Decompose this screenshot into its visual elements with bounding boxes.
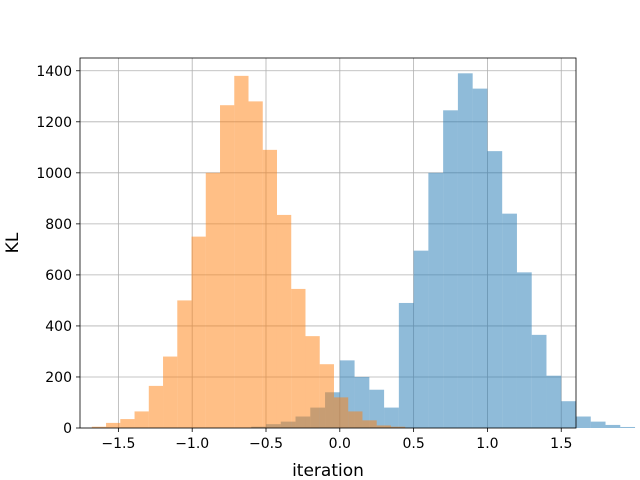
histogram-bar-series-2 — [376, 425, 391, 428]
x-tick-label: 0.5 — [402, 436, 424, 452]
histogram-bar-series-2 — [91, 426, 107, 428]
histogram-bar-series-1 — [472, 88, 488, 428]
x-axis-label: iteration — [292, 461, 364, 480]
plot-area-frame — [79, 57, 577, 429]
histogram-bar-series-2 — [291, 288, 306, 428]
histogram-bar-series-2 — [191, 236, 206, 428]
histogram-bar-series-1 — [576, 416, 591, 428]
axis-ticks: −1.5 −1.0 −0.5 0.0 0.5 1.0 1.5 0 200 400 600 800 100… — [36, 64, 572, 452]
histogram-bar-series-1 — [561, 401, 576, 428]
histogram-bar-series-1 — [590, 421, 606, 428]
x-tick-label: −1.0 — [175, 436, 209, 452]
histogram-bar-series-2 — [348, 411, 363, 428]
y-tick-label: 1000 — [36, 166, 72, 182]
histogram-bar-series-1 — [605, 424, 621, 428]
y-tick-label: 600 — [45, 268, 72, 284]
histogram-bar-series-2 — [234, 75, 249, 429]
y-tick-label: 800 — [45, 217, 72, 233]
histogram-bar-series-1 — [457, 73, 473, 428]
histogram-bar-series-2 — [148, 385, 164, 428]
x-tick-label: 1.0 — [476, 436, 498, 452]
histogram-bar-series-2 — [120, 419, 135, 428]
histogram-bar-series-2 — [134, 411, 149, 428]
histogram-bar-series-2 — [333, 397, 349, 428]
histogram-bar-series-2 — [390, 426, 406, 428]
histogram-bar-series-1 — [384, 407, 399, 428]
histogram-bar-series-1 — [428, 172, 444, 428]
y-tick-label: 0 — [63, 421, 72, 437]
histogram-bar-series-1 — [413, 250, 429, 428]
histogram-bar-series-2 — [205, 172, 221, 428]
histogram-bar-series-2 — [106, 422, 121, 428]
x-tick-label: 0.0 — [329, 436, 351, 452]
histogram-bar-series-1 — [531, 334, 547, 428]
histogram-bar-series-2 — [276, 214, 292, 428]
histogram-bar-series-1 — [620, 426, 636, 428]
y-tick-label: 200 — [45, 370, 72, 386]
histogram-bar-series-2 — [220, 105, 235, 428]
histogram-bar-series-2 — [305, 336, 320, 428]
histogram-bar-series-1 — [443, 110, 458, 428]
histogram-bar-series-1 — [487, 151, 503, 428]
histogram-bar-series-1 — [516, 272, 532, 428]
histogram-bar-series-2 — [362, 420, 377, 428]
histogram-bar-series-2 — [262, 149, 277, 429]
y-tick-label: 1400 — [36, 64, 72, 80]
y-tick-label: 400 — [45, 319, 72, 335]
x-tick-label: 1.5 — [550, 436, 572, 452]
histogram-bars — [91, 73, 636, 429]
histogram-bar-series-1 — [369, 389, 385, 428]
histogram-bar-series-2 — [319, 364, 334, 428]
histogram-bar-series-1 — [546, 375, 562, 428]
x-tick-label: −1.5 — [101, 436, 135, 452]
x-tick-label: −0.5 — [249, 436, 283, 452]
y-tick-label: 1200 — [36, 115, 72, 131]
histogram-bar-series-1 — [398, 302, 414, 428]
y-axis-label: KL — [3, 232, 23, 253]
histogram-bar-series-2 — [248, 101, 263, 429]
histogram-bar-series-2 — [177, 300, 192, 428]
histogram-bar-series-2 — [163, 356, 178, 428]
histogram-bar-series-1 — [502, 213, 517, 428]
